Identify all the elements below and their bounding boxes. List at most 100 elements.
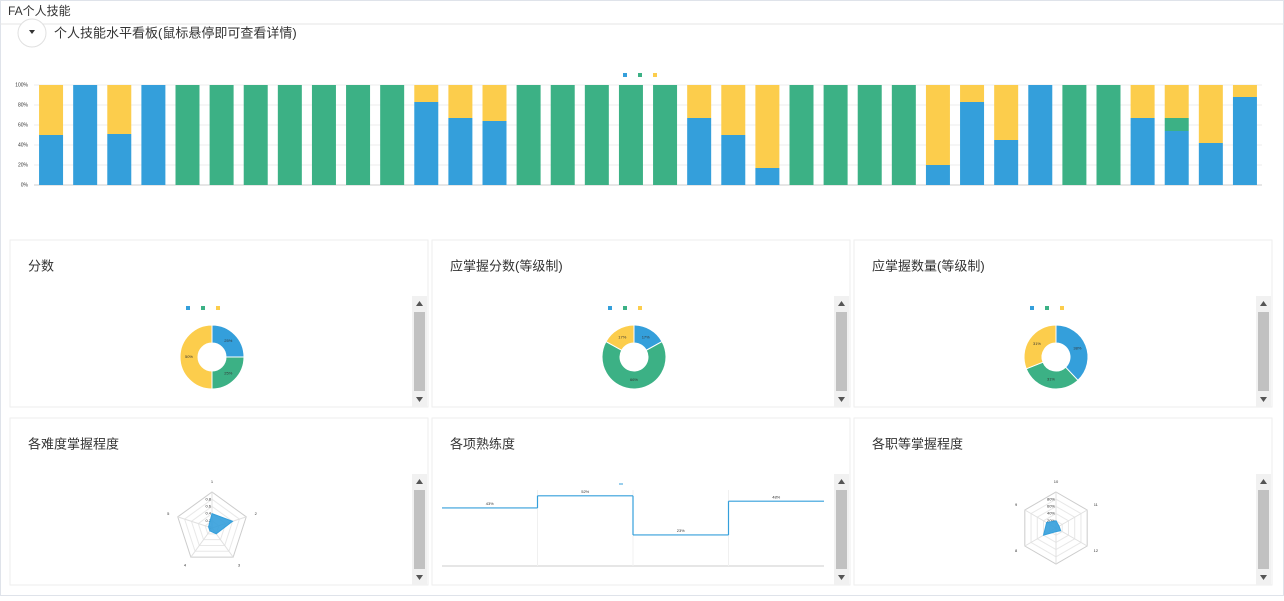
bar — [789, 85, 814, 185]
bar — [516, 85, 541, 185]
bar — [346, 85, 371, 185]
axis-label: 3 — [238, 562, 241, 567]
scroll-down[interactable] — [838, 397, 845, 402]
axis-label: 8 — [1015, 548, 1018, 553]
axis-label: 11 — [1094, 502, 1099, 507]
bar — [175, 85, 200, 185]
y-tick-label: 100% — [15, 82, 28, 88]
bar — [277, 85, 302, 185]
bar — [994, 85, 1019, 140]
bar — [1130, 118, 1155, 185]
slice-label: 38% — [1073, 346, 1081, 351]
bar — [687, 85, 712, 118]
value-label: 43% — [486, 501, 494, 506]
slice-label: 17% — [642, 334, 650, 339]
slice-label: 66% — [630, 377, 638, 382]
r-tick-label: 0.6 — [205, 503, 211, 508]
bar — [39, 135, 64, 185]
legend-swatch — [623, 73, 627, 77]
scroll-up[interactable] — [838, 479, 845, 484]
bar — [721, 135, 746, 185]
bar — [107, 85, 132, 134]
y-tick-label: 0% — [21, 182, 29, 188]
bar — [857, 85, 882, 185]
axis-label: 12 — [1094, 548, 1099, 553]
bar — [380, 85, 405, 185]
value-label: 48% — [772, 494, 780, 499]
bar — [618, 85, 643, 185]
legend-swatch — [608, 306, 612, 310]
bar — [1028, 85, 1053, 185]
value-label: 52% — [581, 489, 589, 494]
scroll-up[interactable] — [838, 301, 845, 306]
bar — [107, 134, 132, 185]
sub-panel — [853, 417, 1273, 586]
bar — [1232, 97, 1257, 185]
radar-ring — [184, 498, 240, 552]
scroll-down[interactable] — [838, 575, 845, 580]
scroll-up[interactable] — [416, 479, 423, 484]
r-tick-label: 80% — [1047, 496, 1055, 501]
axis-label: 9 — [1015, 502, 1018, 507]
scrollbar-thumb[interactable] — [1258, 312, 1269, 391]
bar — [994, 140, 1019, 185]
bar — [1198, 143, 1223, 185]
bar — [823, 85, 848, 185]
bar — [482, 85, 507, 121]
bar — [209, 85, 234, 185]
slice-label: 25% — [224, 370, 232, 375]
scrollbar-thumb[interactable] — [836, 490, 847, 569]
radar-ring — [190, 505, 234, 546]
y-tick-label: 20% — [18, 162, 29, 168]
chart-title: 应掌握分数(等级制) — [450, 258, 563, 273]
axis-label: 1 — [211, 479, 214, 484]
bar — [448, 118, 473, 185]
scrollbar-thumb[interactable] — [1258, 490, 1269, 569]
scroll-down[interactable] — [416, 397, 423, 402]
bar — [39, 85, 64, 135]
bar — [550, 85, 575, 185]
y-tick-label: 40% — [18, 142, 29, 148]
radar-axis — [177, 516, 213, 529]
slice-label: 25% — [224, 338, 232, 343]
y-tick-label: 80% — [18, 102, 29, 108]
radar-area — [1042, 520, 1062, 536]
bar — [141, 85, 166, 185]
radar-area — [208, 512, 234, 535]
chart-title: 各职等掌握程度 — [872, 436, 963, 451]
axis-label: 4 — [184, 562, 187, 567]
scrollbar-thumb[interactable] — [414, 312, 425, 391]
legend-swatch — [1045, 306, 1049, 310]
slice-label: 17% — [618, 334, 626, 339]
scroll-down[interactable] — [416, 575, 423, 580]
slice-label: 31% — [1047, 377, 1055, 382]
legend-swatch — [186, 306, 190, 310]
page-title: FA个人技能 — [8, 4, 71, 18]
slice-label: 50% — [185, 354, 193, 359]
scroll-up[interactable] — [1260, 479, 1267, 484]
pie-slice — [1055, 324, 1089, 382]
pie-slice — [1025, 361, 1079, 390]
dropdown-arrow — [29, 30, 35, 34]
scrollbar-thumb[interactable] — [414, 490, 425, 569]
scroll-down[interactable] — [1260, 575, 1267, 580]
r-tick-label: 0.2 — [205, 518, 211, 523]
value-label: 23% — [677, 528, 685, 533]
scroll-up[interactable] — [416, 301, 423, 306]
chart-title: 各项熟练度 — [450, 436, 515, 451]
scroll-up[interactable] — [1260, 301, 1267, 306]
legend-swatch — [216, 306, 220, 310]
pie-slice — [601, 340, 667, 390]
scrollbar-thumb[interactable] — [836, 312, 847, 391]
bar — [721, 85, 746, 135]
chart-title: 分数 — [28, 258, 54, 273]
bar — [1164, 118, 1189, 131]
bar — [584, 85, 609, 185]
scroll-down[interactable] — [1260, 397, 1267, 402]
bar — [1130, 85, 1155, 118]
bar — [1164, 85, 1189, 118]
legend-swatch — [638, 306, 642, 310]
bar — [311, 85, 336, 185]
